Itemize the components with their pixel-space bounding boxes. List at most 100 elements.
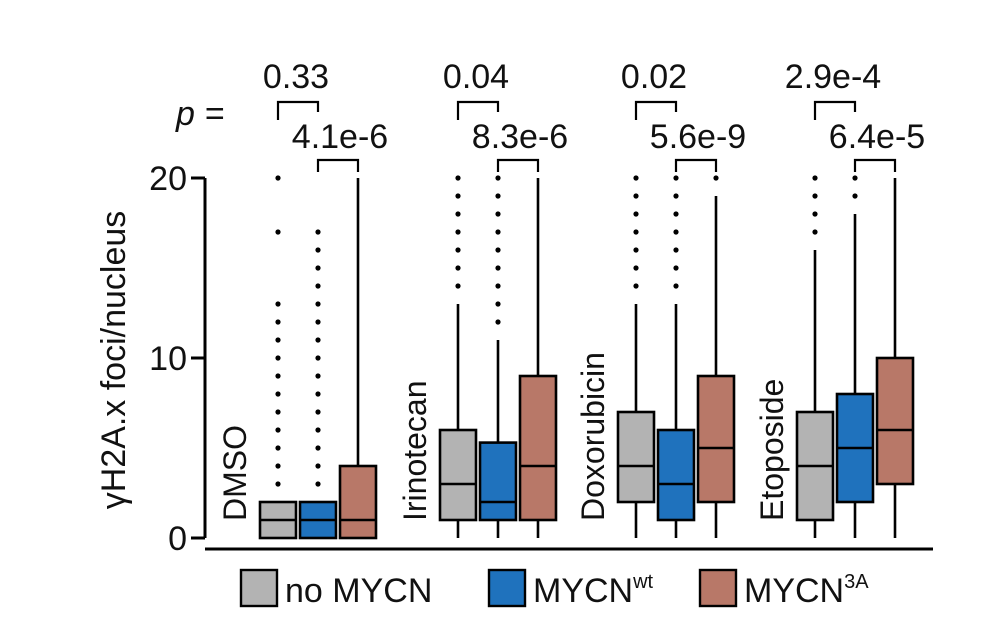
outlier-point — [633, 211, 639, 217]
legend-label: no MYCN — [285, 572, 432, 610]
outlier-point — [495, 265, 501, 271]
outlier-point — [275, 373, 281, 379]
outlier-point — [455, 211, 461, 217]
outlier-point — [673, 193, 679, 199]
box — [478, 441, 518, 522]
outlier-point — [713, 175, 719, 181]
outlier-point — [315, 319, 321, 325]
p-value-text: 0.33 — [263, 58, 329, 96]
p-bracket-1 — [456, 100, 500, 120]
p-bracket-2 — [674, 158, 718, 172]
outlier-point — [315, 247, 321, 253]
outlier-point — [633, 175, 639, 181]
outlier-point — [495, 175, 501, 181]
outlier-point — [455, 247, 461, 253]
outlier-point — [315, 229, 321, 235]
outlier-point — [455, 193, 461, 199]
outlier-point — [275, 463, 281, 469]
outlier-point — [275, 427, 281, 433]
legend-label: MYCN3A — [744, 571, 869, 610]
outlier-point — [495, 193, 501, 199]
outlier-point — [275, 229, 281, 235]
outlier-point — [812, 229, 818, 235]
outlier-point — [315, 481, 321, 487]
outlier-point — [275, 445, 281, 451]
p-bracket-1 — [813, 100, 857, 120]
treatment-label: DMSO — [217, 425, 253, 521]
outlier-point — [275, 301, 281, 307]
outlier-point — [455, 265, 461, 271]
p-value-text: 2.9e-4 — [785, 58, 881, 96]
outlier-point — [275, 481, 281, 487]
outlier-point — [315, 355, 321, 361]
box-group: Doxorubicin 0.02 5.6e-9 — [575, 58, 746, 538]
outlier-point — [633, 265, 639, 271]
outlier-point — [812, 193, 818, 199]
box-group: Etoposide 2.9e-4 6.4e-5 — [754, 58, 925, 538]
outlier-point — [275, 355, 281, 361]
box — [696, 374, 736, 504]
legend-swatch — [487, 568, 527, 608]
treatment-label: Etoposide — [754, 379, 790, 521]
p-value-text: 5.6e-9 — [650, 118, 746, 156]
y-tick-label: 0 — [168, 520, 187, 558]
legend-label-superscript: 3A — [844, 571, 869, 593]
p-value-label: p = — [175, 95, 224, 133]
legend-item: MYCNwt — [487, 568, 654, 610]
box — [656, 428, 696, 522]
legend-swatch — [698, 568, 738, 608]
outlier-point — [673, 265, 679, 271]
outlier-point — [812, 211, 818, 217]
p-value-text: 0.02 — [621, 58, 687, 96]
outlier-point — [633, 247, 639, 253]
outlier-point — [852, 175, 858, 181]
outlier-point — [315, 427, 321, 433]
outlier-point — [673, 175, 679, 181]
outlier-point — [455, 175, 461, 181]
p-bracket-2 — [316, 158, 360, 172]
outlier-point — [455, 229, 461, 235]
outlier-point — [315, 445, 321, 451]
outlier-point — [275, 409, 281, 415]
outlier-point — [455, 283, 461, 289]
outlier-point — [315, 373, 321, 379]
legend-item: no MYCN — [239, 568, 432, 610]
outlier-point — [495, 301, 501, 307]
y-axis-ticks: 0 10 20 — [149, 160, 205, 558]
outlier-point — [673, 247, 679, 253]
outlier-point — [315, 409, 321, 415]
box — [338, 464, 378, 540]
outlier-point — [495, 229, 501, 235]
legend-label-superscript: wt — [632, 571, 653, 593]
outlier-point — [673, 229, 679, 235]
outlier-point — [633, 193, 639, 199]
box-groups: DMSO0.334.1e-6Irinotecan0.048.3e-6Doxoru… — [217, 58, 925, 540]
box-group: Irinotecan 0.04 8.3e-6 — [397, 58, 568, 538]
outlier-point — [315, 301, 321, 307]
p-bracket-2 — [853, 158, 897, 172]
outlier-point — [275, 175, 281, 181]
outlier-point — [633, 283, 639, 289]
outlier-point — [495, 211, 501, 217]
legend-swatch — [239, 568, 279, 608]
outlier-point — [315, 337, 321, 343]
outlier-point — [315, 391, 321, 397]
outlier-point — [275, 319, 281, 325]
outlier-point — [852, 193, 858, 199]
y-axis-label: γH2A.x foci/nucleus — [95, 211, 133, 510]
p-bracket-1 — [634, 100, 678, 120]
p-value-text: 6.4e-5 — [829, 118, 925, 156]
y-tick-label: 20 — [149, 160, 187, 198]
treatment-label: Doxorubicin — [575, 352, 611, 521]
p-bracket-1 — [276, 100, 320, 120]
legend-item: MYCN3A — [698, 568, 869, 610]
outlier-point — [633, 229, 639, 235]
outlier-point — [495, 283, 501, 289]
legend-label: MYCNwt — [533, 571, 654, 610]
box — [438, 428, 478, 522]
outlier-point — [495, 247, 501, 253]
treatment-label: Irinotecan — [397, 380, 433, 521]
legend: no MYCN MYCNwt MYCN3A — [239, 568, 869, 610]
p-bracket-2 — [496, 158, 540, 172]
